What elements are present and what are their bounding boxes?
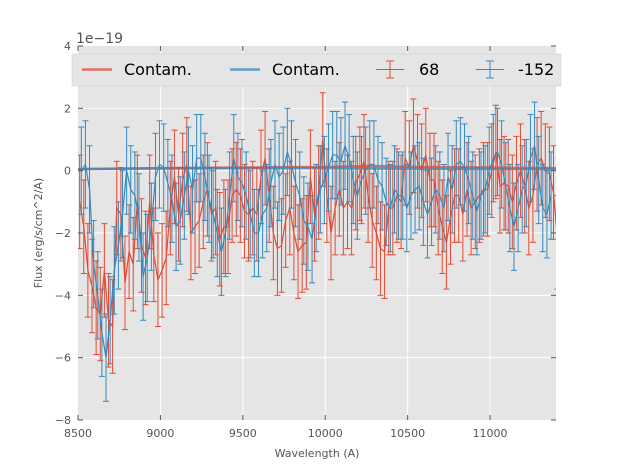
series-clipped <box>78 92 556 402</box>
data-line <box>79 139 556 329</box>
x-tick-label: 9000 <box>146 427 174 440</box>
y-tick-label: 4 <box>64 40 71 53</box>
y-tick-label: −8 <box>55 414 71 427</box>
x-tick-label: 9500 <box>229 427 257 440</box>
y-tick-label: 2 <box>64 102 71 115</box>
x-tick-label: 11000 <box>473 427 508 440</box>
x-tick-label: 10000 <box>308 427 343 440</box>
y-tick-label: 0 <box>64 165 71 178</box>
y-tick-label: −6 <box>55 352 71 365</box>
x-tick-label: 8500 <box>64 427 92 440</box>
legend-swatch-68 <box>376 60 404 79</box>
series-2 <box>78 92 556 374</box>
data-line <box>80 143 552 358</box>
legend-label-minus152: -152 <box>518 60 554 79</box>
series-3 <box>78 101 555 402</box>
series-layer <box>78 92 556 402</box>
legend: Contam. Contam. 68 -152 <box>71 53 562 87</box>
y-axis-label: Flux (erg/s/cm^2/A) <box>32 178 45 288</box>
y-offset-label: 1e−19 <box>76 31 123 47</box>
legend-label-contam-blue: Contam. <box>272 60 340 79</box>
x-axis-label: Wavelength (A) <box>275 447 360 460</box>
ticks-layer: 8500 9000 9500 10000 10500 11000 −8 −6 −4 −2 0 2 4 <box>55 40 556 440</box>
legend-label-contam-red: Contam. <box>124 60 192 79</box>
y-tick-label: −4 <box>55 289 71 302</box>
y-tick-label: −2 <box>55 227 71 240</box>
x-tick-label: 10500 <box>390 427 425 440</box>
legend-label-68: 68 <box>419 60 439 79</box>
legend-swatch-minus152 <box>476 60 504 79</box>
